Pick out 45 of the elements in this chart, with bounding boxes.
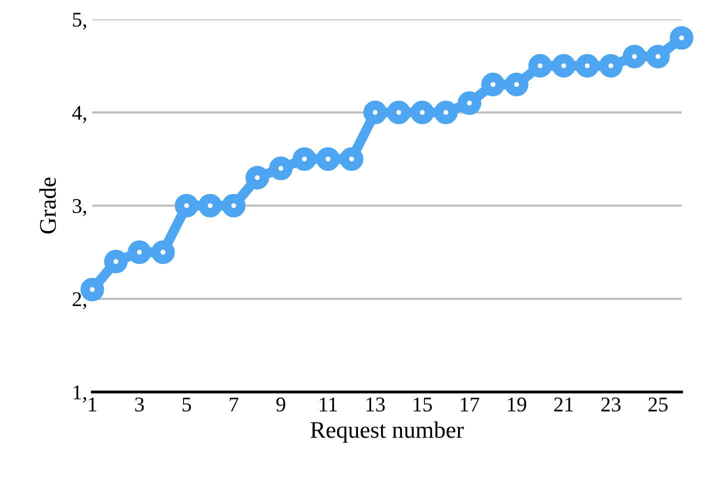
x-tick-label: 5	[182, 398, 191, 412]
point	[481, 72, 505, 96]
y-axis-title: Grade	[39, 178, 56, 234]
point	[504, 72, 528, 96]
point	[269, 156, 293, 180]
point	[104, 250, 128, 274]
point	[222, 194, 246, 218]
point	[292, 147, 316, 171]
point	[363, 100, 387, 124]
x-tick-label: 19	[508, 398, 526, 412]
point	[246, 166, 270, 190]
point	[458, 91, 482, 115]
point	[528, 54, 552, 78]
point	[576, 54, 600, 78]
x-tick-label: 9	[276, 398, 286, 412]
point	[670, 26, 694, 50]
point	[434, 100, 458, 124]
y-tick-label: 1,	[74, 385, 86, 402]
y-tick-label: 4,	[72, 106, 86, 123]
point	[198, 194, 222, 218]
x-tick-label: 3	[135, 398, 144, 412]
x-tick-label: 1	[88, 398, 96, 412]
point	[151, 240, 175, 264]
x-tick-label: 11	[320, 398, 337, 412]
x-tick-label: 17	[460, 398, 480, 412]
y-tick-label: 3,	[72, 199, 86, 216]
x-tick-label: 25	[648, 398, 668, 412]
point	[622, 44, 646, 68]
point	[128, 240, 152, 264]
point	[174, 194, 198, 218]
point	[646, 44, 670, 68]
point	[316, 147, 340, 171]
x-tick-label: 23	[601, 398, 620, 412]
point	[386, 100, 411, 124]
x-tick-label: 13	[366, 398, 385, 412]
x-tick-label: 21	[554, 398, 573, 412]
x-tick-label: 7	[230, 398, 238, 412]
x-tick-label: 15	[414, 398, 432, 412]
point	[410, 100, 434, 124]
point	[599, 54, 623, 78]
y-tick-label: 5,	[73, 12, 86, 30]
point	[552, 54, 576, 78]
point	[340, 147, 364, 171]
y-tick-label: 2,	[72, 292, 86, 310]
x-axis-title: Request number	[310, 421, 464, 443]
